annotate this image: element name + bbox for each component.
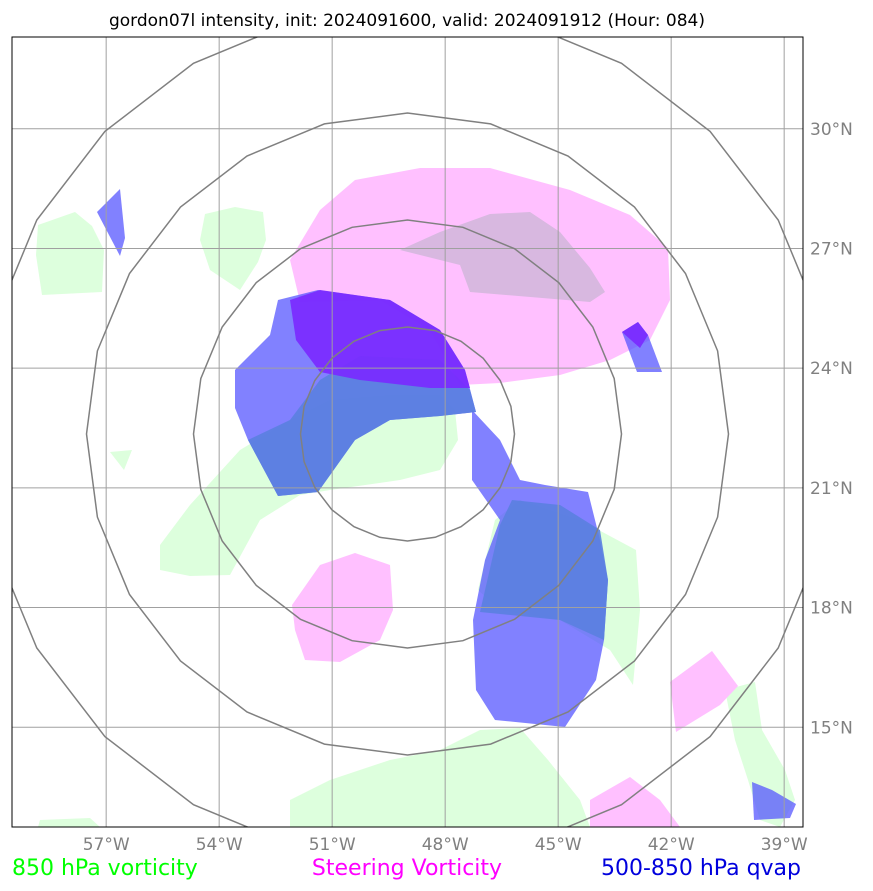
graticule	[12, 37, 803, 827]
range-ring	[85, 112, 730, 756]
longitude-tick-label: 54°W	[196, 835, 243, 855]
steering-region	[590, 777, 680, 827]
longitude-labels: 57°W 54°W 51°W 48°W 45°W 42°W 39°W	[83, 835, 808, 855]
vort850-region	[36, 212, 104, 295]
legend-vorticity-850: 850 hPa vorticity	[12, 856, 198, 881]
legend-qvap: 500-850 hPa qvap	[601, 856, 801, 881]
longitude-tick-label: 57°W	[83, 835, 130, 855]
vort850-region	[725, 682, 795, 827]
latitude-labels: 30°N 27°N 24°N 21°N 18°N 15°N	[810, 120, 853, 738]
range-ring	[12, 37, 803, 827]
longitude-tick-label: 51°W	[309, 835, 356, 855]
vort850-region	[110, 450, 132, 470]
longitude-tick-label: 48°W	[422, 835, 469, 855]
latitude-tick-label: 24°N	[810, 359, 853, 379]
qvap-overlap-region	[248, 356, 476, 496]
range-ring	[192, 219, 623, 649]
vort850-region	[290, 728, 590, 827]
legend-steering-vorticity: Steering Vorticity	[312, 856, 502, 881]
latitude-tick-label: 30°N	[810, 120, 853, 140]
longitude-tick-label: 45°W	[535, 835, 582, 855]
longitude-tick-label: 39°W	[761, 835, 808, 855]
qvap-region	[752, 782, 796, 820]
steering-region	[670, 651, 738, 732]
map-title: gordon07l intensity, init: 2024091600, v…	[109, 11, 705, 31]
latitude-tick-label: 18°N	[810, 599, 853, 619]
qvap-steering-overlap-region	[622, 322, 648, 348]
map-layers	[12, 37, 803, 827]
qvap-overlap-layer	[248, 356, 608, 640]
map-frame	[11, 36, 804, 828]
vort850-region	[38, 818, 100, 827]
legend: 850 hPa vorticity Steering Vorticity 500…	[12, 856, 801, 881]
range-ring	[299, 326, 516, 542]
latitude-tick-label: 21°N	[810, 479, 853, 499]
qvap-overlap-region	[480, 500, 608, 640]
range-rings	[12, 37, 803, 827]
longitude-tick-label: 42°W	[648, 835, 695, 855]
latitude-tick-label: 15°N	[810, 718, 853, 738]
qvap-steering-overlap-region	[290, 290, 470, 388]
latitude-tick-label: 27°N	[810, 239, 853, 259]
qvap-region	[97, 189, 125, 256]
